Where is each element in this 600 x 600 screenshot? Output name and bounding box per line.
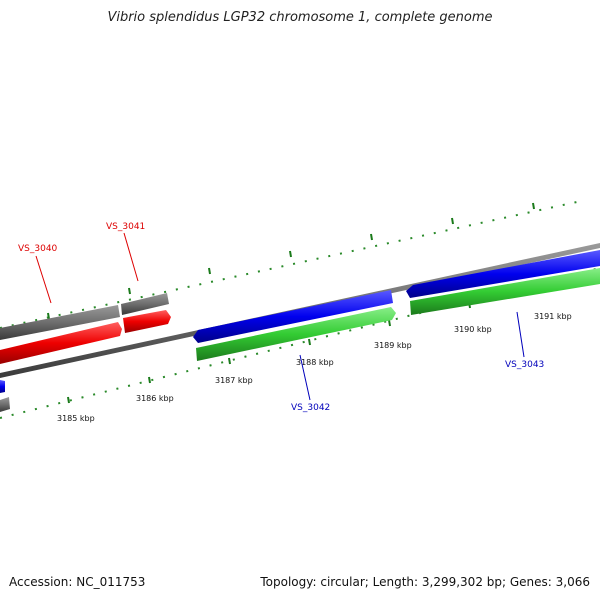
upper-minor-ticks xyxy=(0,199,587,329)
gene-vs3043[interactable] xyxy=(406,250,600,298)
leader-vs3043 xyxy=(516,311,525,358)
label-vs3041[interactable]: VS_3041 xyxy=(106,222,145,232)
gene-gray-partial[interactable] xyxy=(0,397,10,412)
scale-label-3185: 3185 kbp xyxy=(57,414,95,423)
leader-vs3041 xyxy=(123,232,139,282)
label-vs3040[interactable]: VS_3040 xyxy=(18,244,58,254)
accession-text: Accession: NC_011753 xyxy=(9,575,146,589)
scale-label-3188: 3188 kbp xyxy=(296,358,334,367)
gene-green-2[interactable] xyxy=(410,268,600,315)
label-vs3043[interactable]: VS_3043 xyxy=(505,360,544,370)
genome-summary-text: Topology: circular; Length: 3,299,302 bp… xyxy=(260,575,590,589)
gene-gray-1[interactable] xyxy=(0,305,120,340)
leader-vs3042 xyxy=(299,354,311,401)
upper-tick-track xyxy=(0,199,587,329)
scale-labels: 3185 kbp 3186 kbp 3187 kbp 3188 kbp 3189… xyxy=(57,312,572,423)
scale-label-3191: 3191 kbp xyxy=(534,312,572,321)
gene-blue-partial[interactable] xyxy=(0,380,5,393)
scale-label-3190: 3190 kbp xyxy=(454,325,492,334)
leader-vs3040 xyxy=(35,255,52,304)
upper-major-ticks xyxy=(47,202,535,320)
gene-vs3040[interactable] xyxy=(0,322,122,364)
gene-green-1[interactable] xyxy=(196,307,396,361)
gene-vs3041[interactable] xyxy=(123,310,171,333)
label-vs3042[interactable]: VS_3042 xyxy=(291,403,330,413)
scale-label-3187: 3187 kbp xyxy=(215,376,253,385)
gene-gray-2[interactable] xyxy=(121,293,169,315)
map-title: Vibrio splendidus LGP32 chromosome 1, co… xyxy=(107,10,493,25)
scale-label-3189: 3189 kbp xyxy=(374,341,412,350)
scale-label-3186: 3186 kbp xyxy=(136,394,174,403)
gene-vs3042[interactable] xyxy=(193,290,393,343)
